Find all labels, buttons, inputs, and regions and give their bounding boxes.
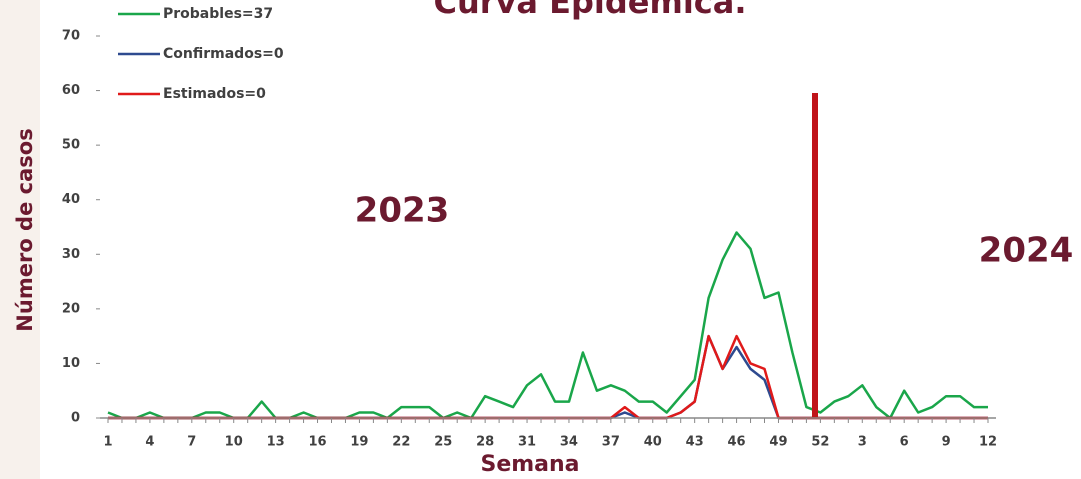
series-line <box>108 334 988 420</box>
x-tick-label: 46 <box>728 435 746 450</box>
x-axis-label: Semana <box>480 452 579 477</box>
y-tick-label: 20 <box>62 301 80 316</box>
chart-title: Curva Epidémica. <box>433 0 746 21</box>
y-tick-label: 70 <box>62 29 80 44</box>
side-decoration <box>0 0 40 479</box>
x-tick-label: 40 <box>644 435 662 450</box>
x-tick-label: 49 <box>769 435 787 450</box>
legend-label: Confirmados=0 <box>163 46 284 62</box>
series-line <box>107 231 988 420</box>
x-tick-label: 7 <box>187 435 196 450</box>
x-tick-label: 16 <box>308 435 326 450</box>
x-tick-label: 19 <box>350 435 368 450</box>
x-tick-label: 37 <box>602 435 620 450</box>
series-line <box>108 334 988 420</box>
y-tick-label: 60 <box>62 83 80 98</box>
year-label: 2023 <box>355 191 450 231</box>
x-tick-label: 28 <box>476 435 494 450</box>
x-tick-label: 52 <box>811 435 829 450</box>
year-label: 2024 <box>979 231 1074 271</box>
y-tick-label: 40 <box>62 192 80 207</box>
x-tick-label: 43 <box>686 435 704 450</box>
legend-label: Estimados=0 <box>163 86 266 102</box>
x-tick-label: 4 <box>145 435 154 450</box>
y-tick-label: 30 <box>62 247 80 262</box>
x-tick-label: 34 <box>560 435 578 450</box>
x-tick-label: 22 <box>392 435 410 450</box>
year-divider <box>812 93 818 418</box>
legend-label: Probables=37 <box>163 6 273 22</box>
y-tick-label: 50 <box>62 138 80 153</box>
x-tick-label: 13 <box>267 435 285 450</box>
y-axis-label: Número de casos <box>13 128 37 331</box>
x-tick-label: 31 <box>518 435 536 450</box>
x-tick-label: 1 <box>103 435 112 450</box>
x-tick-label: 25 <box>434 435 452 450</box>
x-tick-label: 6 <box>900 435 909 450</box>
y-tick-label: 10 <box>62 356 80 371</box>
x-tick-label: 10 <box>225 435 243 450</box>
x-tick-label: 12 <box>979 435 997 450</box>
y-tick-label: 0 <box>71 411 80 426</box>
x-tick-label: 9 <box>942 435 951 450</box>
x-tick-label: 3 <box>858 435 867 450</box>
